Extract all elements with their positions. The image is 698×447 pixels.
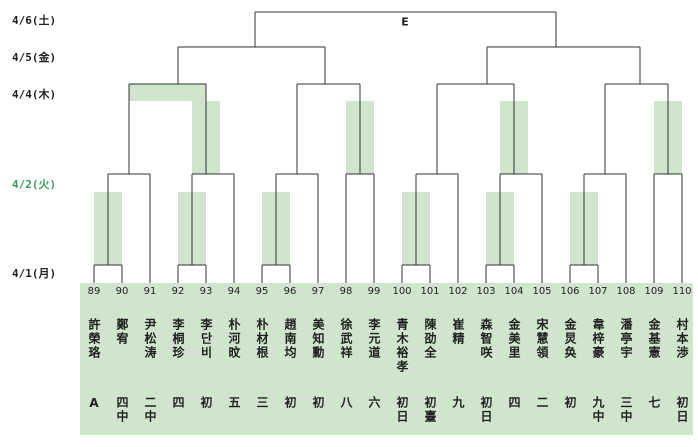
player-name: 森智咲	[479, 318, 493, 360]
player-name: 李元道	[367, 318, 381, 360]
final-label: E	[401, 15, 409, 29]
player-number: 108	[616, 286, 636, 297]
player-name: 崔精	[451, 318, 465, 346]
player-rank: 九	[451, 396, 465, 410]
player-number: 93	[199, 286, 213, 297]
player-number: 95	[255, 286, 269, 297]
player-name: 許榮珞	[87, 318, 101, 360]
player-rank: 初	[283, 396, 297, 410]
player-name: 美知勳	[311, 318, 325, 360]
player-number: 97	[311, 286, 325, 297]
player-number: 98	[339, 286, 353, 297]
player-name: 宋慧領	[535, 318, 549, 360]
player-rank: 三中	[619, 396, 633, 424]
player-number: 110	[672, 286, 692, 297]
player-rank: 二	[535, 396, 549, 410]
player-number: 90	[115, 286, 129, 297]
player-number: 91	[143, 286, 157, 297]
player-rank: A	[87, 396, 101, 412]
date-label: 4/4(木)	[12, 88, 57, 101]
player-number: 104	[504, 286, 524, 297]
player-rank: 六	[367, 396, 381, 410]
player-rank: 初	[199, 396, 213, 410]
player-rank: 七	[647, 396, 661, 410]
player-rank: 九中	[591, 396, 605, 424]
player-name: 潘亭宇	[619, 318, 633, 360]
player-rank: 初	[563, 396, 577, 410]
player-name: 陳劭全	[423, 318, 437, 360]
player-number: 100	[392, 286, 412, 297]
date-label: 4/2(火)	[12, 178, 57, 191]
player-name: 金美里	[507, 318, 521, 360]
player-number: 96	[283, 286, 297, 297]
player-rank: 初日	[675, 396, 689, 424]
player-name: 李단비	[199, 318, 213, 360]
date-label: 4/1(月)	[12, 267, 57, 280]
player-name: 鄭宥	[115, 318, 129, 346]
player-name: 趙南均	[283, 318, 297, 360]
player-rank: 四中	[115, 396, 129, 424]
player-rank: 三	[255, 396, 269, 410]
player-rank: 四	[171, 396, 185, 410]
player-name: 尹松涛	[143, 318, 157, 360]
player-number: 103	[476, 286, 496, 297]
player-number: 101	[420, 286, 440, 297]
player-name: 村本渉	[675, 318, 689, 360]
player-name: 金基憲	[647, 318, 661, 360]
player-name: 朴河旼	[227, 318, 241, 360]
date-label: 4/6(土)	[12, 14, 57, 27]
player-number: 94	[227, 286, 241, 297]
player-number: 89	[87, 286, 101, 297]
player-name: 韋梓豪	[591, 318, 605, 360]
player-rank: 初	[311, 396, 325, 410]
player-number: 102	[448, 286, 468, 297]
player-number: 105	[532, 286, 552, 297]
player-rank: 五	[227, 396, 241, 410]
player-number: 107	[588, 286, 608, 297]
player-number: 92	[171, 286, 185, 297]
player-number: 109	[644, 286, 664, 297]
player-name: 朴材根	[255, 318, 269, 360]
winner-highlight	[129, 84, 206, 101]
player-name: 金炅奂	[563, 318, 577, 360]
player-rank: 二中	[143, 396, 157, 424]
player-name: 青木裕孝	[395, 318, 409, 374]
player-number: 99	[367, 286, 381, 297]
date-label: 4/5(金)	[12, 51, 57, 64]
player-rank: 初日	[395, 396, 409, 424]
player-rank: 四	[507, 396, 521, 410]
player-panel	[80, 283, 693, 435]
player-name: 徐武祥	[339, 318, 353, 360]
player-rank: 初日	[479, 396, 493, 424]
player-name: 李桐珍	[171, 318, 185, 360]
player-rank: 八	[339, 396, 353, 410]
player-number: 106	[560, 286, 580, 297]
player-rank: 初臺	[423, 396, 437, 424]
